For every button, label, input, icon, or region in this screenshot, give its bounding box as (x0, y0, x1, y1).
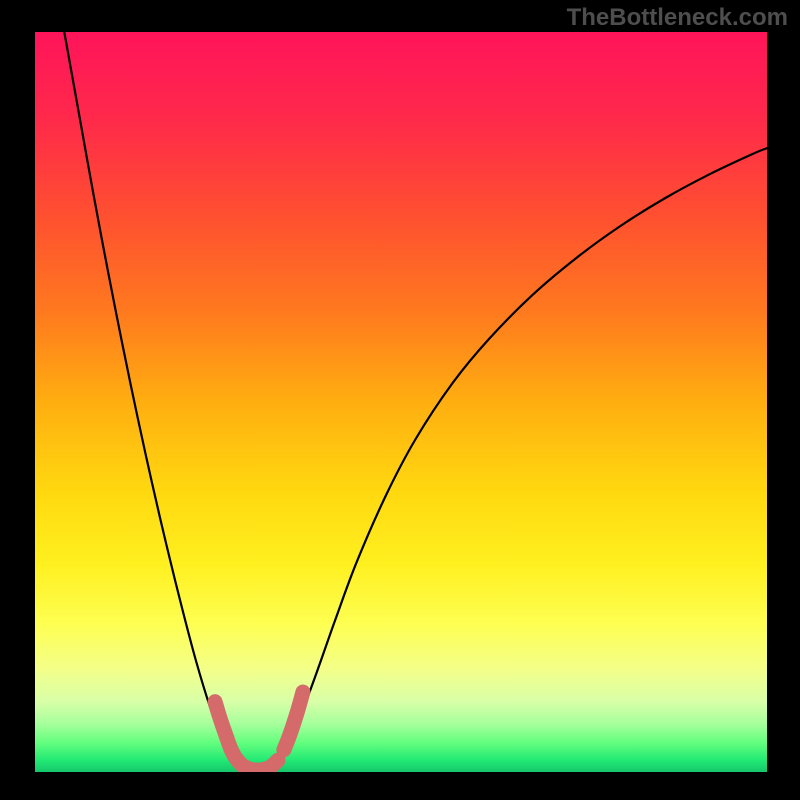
watermark-text: TheBottleneck.com (567, 4, 788, 32)
chart-container: TheBottleneck.com (0, 0, 800, 800)
plot-background-gradient (35, 32, 767, 772)
bottleneck-chart (0, 0, 800, 800)
